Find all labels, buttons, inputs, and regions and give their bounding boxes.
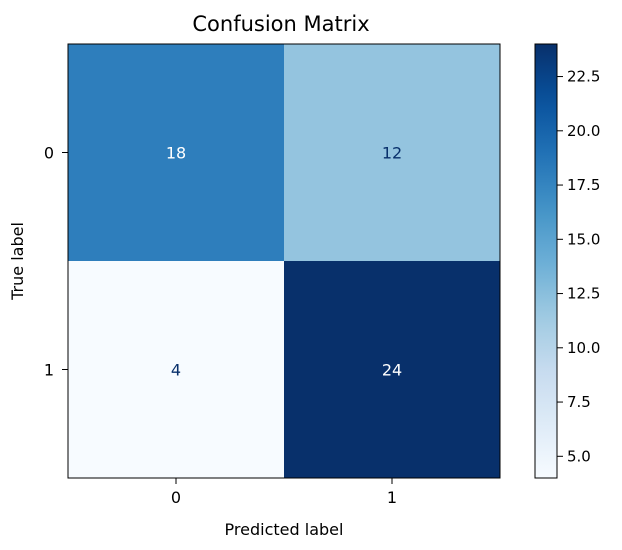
matrix-cell-0-1 [284,44,500,261]
colorbar-tick-label-5: 17.5 [567,176,600,194]
y-tick-label-1: 1 [44,361,54,380]
matrix-cell-1-1 [284,261,500,478]
matrix-cell-label-0-0: 18 [166,144,186,163]
colorbar [534,43,558,479]
matrix-cell-label-0-1: 12 [382,144,402,163]
x-axis-label: Predicted label [225,520,344,539]
matrix-cell-labels: 18 12 4 24 [166,144,402,380]
colorbar-tick-label-6: 20.0 [567,122,600,140]
colorbar-tick-label-4: 15.0 [567,230,600,248]
y-tick-label-0: 0 [44,144,54,163]
matrix-cell-0-0 [68,44,284,261]
x-tick-label-1: 1 [387,488,397,507]
colorbar-tick-label-0: 5.0 [567,447,591,465]
colorbar-tick-label-3: 12.5 [567,285,600,303]
matrix-cell-label-1-0: 4 [171,361,181,380]
y-axis-ticks: 01 [44,144,68,380]
colorbar-tick-label-7: 22.5 [567,68,600,86]
colorbar-tick-label-1: 7.5 [567,393,591,411]
chart-title: Confusion Matrix [192,12,369,36]
colorbar-ticks: 5.0 7.5 10.0 12.5 15.0 17.5 20.0 22.5 [557,68,600,465]
matrix-frame [67,43,501,479]
y-axis-label: True label [8,222,27,301]
matrix-cell-label-1-1: 24 [382,361,402,380]
colorbar-tick-label-2: 10.0 [567,339,600,357]
matrix-cell-1-0 [68,261,284,478]
x-tick-label-0: 0 [171,488,181,507]
matrix-cells [68,44,500,478]
